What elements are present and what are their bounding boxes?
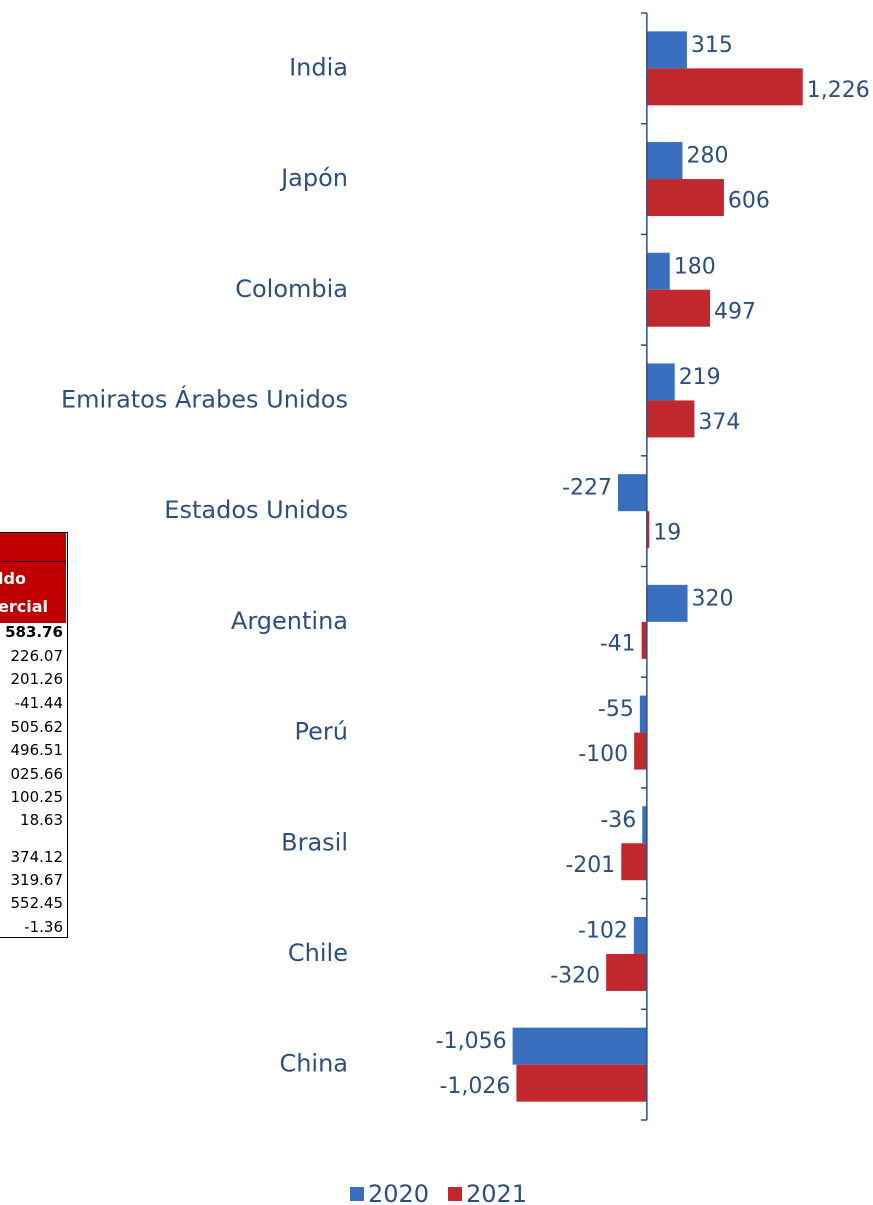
chart: India 315 1,226 Japón 280606 Colombia 180 497 Em…: [0, 0, 873, 1205]
legend-label: 2020: [368, 1180, 429, 1205]
value-label: -1,056: [436, 1029, 507, 1054]
legend-label: 2021: [466, 1180, 527, 1205]
category-label: Estados Unidos: [164, 496, 348, 524]
value-label: 219: [679, 365, 721, 390]
value-label: 374: [698, 410, 740, 435]
bar: [647, 290, 710, 327]
value-label: -41: [600, 631, 636, 656]
page: ldo ercial 583.76 226.07 201.26 -41.44 5…: [0, 0, 873, 1205]
bar: [618, 474, 647, 511]
value-label: -201: [565, 853, 615, 878]
bar: [647, 68, 803, 105]
category-label: China: [279, 1050, 348, 1078]
bar: [647, 142, 683, 179]
bar: [640, 696, 647, 733]
category-label: Perú: [295, 718, 348, 746]
bar: [516, 1065, 646, 1102]
category-label: Emiratos Árabes Unidos: [61, 384, 348, 413]
legend-swatch: [350, 1187, 364, 1201]
category-label: India: [289, 53, 348, 81]
category-label: Japón: [279, 164, 348, 192]
bar: [621, 843, 647, 880]
bar: [647, 400, 695, 437]
value-label: 1,226: [807, 78, 870, 103]
value-label: 280: [686, 144, 728, 169]
bar: [647, 179, 724, 216]
value-label: 315: [691, 33, 733, 58]
bar: [634, 917, 647, 954]
bar: [642, 622, 647, 659]
value-label: 497: [714, 299, 756, 324]
bar: [606, 954, 647, 991]
bar: [647, 253, 670, 290]
value-label: 19: [653, 521, 681, 546]
bar: [647, 585, 688, 622]
category-label: Brasil: [281, 828, 348, 856]
value-label: -55: [598, 697, 634, 722]
bar: [647, 363, 675, 400]
value-label: -320: [550, 963, 600, 988]
value-label: -36: [600, 808, 636, 833]
value-label: -227: [562, 476, 612, 501]
category-label: Chile: [288, 939, 348, 967]
legend-swatch: [448, 1187, 462, 1201]
value-label: -102: [578, 918, 628, 943]
value-label: -1,026: [439, 1074, 510, 1099]
category-label: Colombia: [235, 275, 348, 303]
value-label: -100: [578, 742, 628, 767]
bar: [513, 1028, 647, 1065]
value-label: 180: [674, 254, 716, 279]
category-label: Argentina: [231, 607, 348, 635]
value-label: 320: [692, 586, 734, 611]
bar: [647, 31, 687, 68]
value-label: 606: [728, 189, 770, 214]
bar: [634, 733, 647, 770]
